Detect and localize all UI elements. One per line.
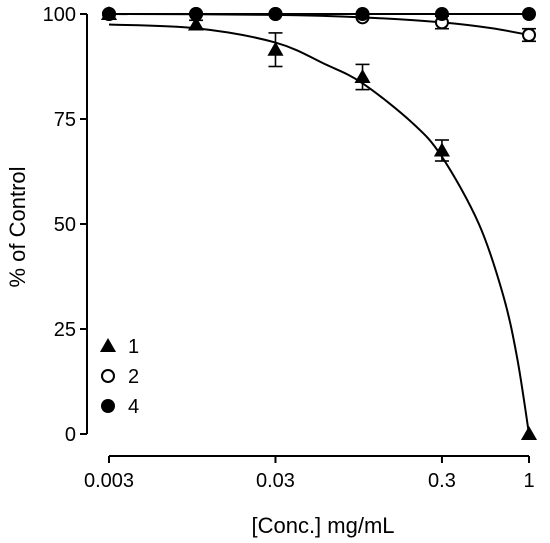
y-tick-label: 75: [54, 109, 76, 131]
x-tick-label: 0.03: [256, 470, 295, 492]
legend-label-4: 4: [128, 396, 139, 418]
y-tick-label: 0: [65, 424, 76, 446]
fit-curve-series-2: [108, 13, 530, 36]
fit-curves: [108, 13, 530, 435]
point-series-4: [189, 7, 204, 21]
axes: 0 25 50 75 100 0.003 0.03 0.3 1: [43, 4, 535, 492]
x-tick-label: 1: [523, 470, 534, 492]
y-tick-label: 50: [54, 214, 76, 236]
x-axis-label: [Conc.] mg/mL: [251, 513, 394, 538]
y-axis-label: % of Control: [5, 166, 30, 287]
point-series-4: [268, 7, 283, 21]
point-series-2: [522, 28, 536, 42]
error-bars: [189, 15, 536, 162]
y-tick-label: 100: [43, 4, 76, 26]
point-series-1: [520, 425, 538, 441]
point-series-4: [355, 7, 370, 21]
point-series-4: [522, 7, 536, 21]
x-tick-label: 0.003: [84, 470, 134, 492]
legend-marker-1: [99, 337, 117, 353]
legend-label-1: 1: [128, 336, 139, 358]
data-points: [100, 5, 538, 441]
point-series-1: [267, 41, 284, 56]
point-series-1: [433, 142, 451, 157]
legend: 1 2 4: [99, 336, 139, 418]
x-tick-label: 0.3: [428, 470, 456, 492]
point-series-4: [102, 7, 116, 21]
legend-marker-2: [101, 369, 115, 383]
point-series-1: [354, 68, 371, 84]
legend-label-2: 2: [128, 366, 139, 388]
fit-curve-series-1: [108, 23, 530, 435]
legend-marker-4: [101, 399, 115, 413]
point-series-1: [187, 16, 205, 31]
y-tick-label: 25: [54, 319, 76, 341]
point-series-4: [434, 7, 449, 21]
